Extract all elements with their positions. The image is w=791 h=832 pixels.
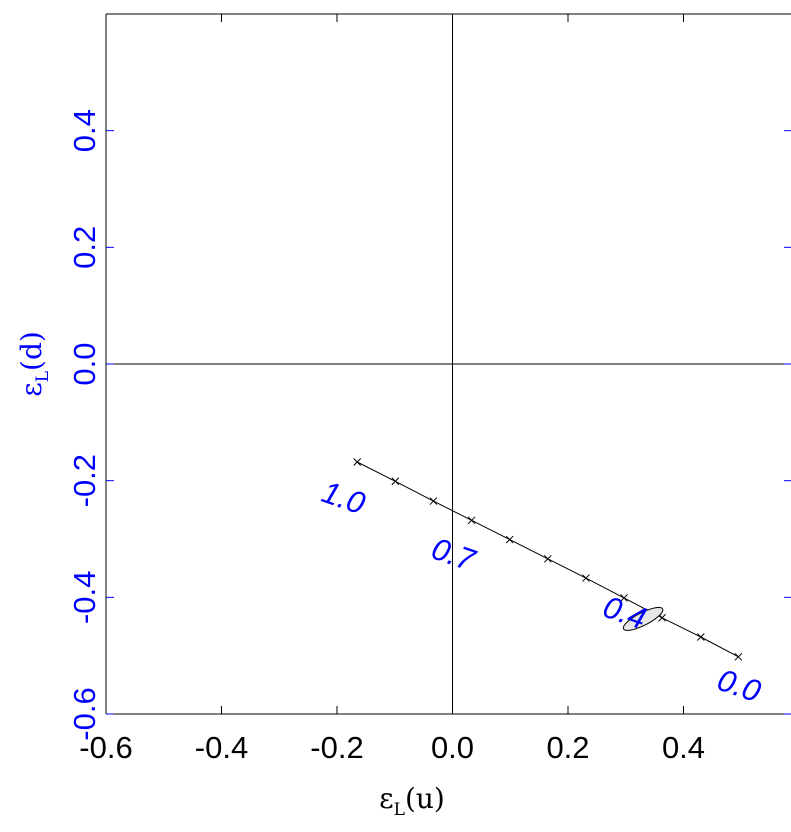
y-tick-label: 0.2 [67, 226, 102, 269]
x-tick-label: -0.6 [79, 730, 132, 765]
x-tick-label: -0.4 [195, 730, 248, 765]
data-point [543, 554, 552, 563]
y-axis-label-rest: (d) [15, 331, 48, 371]
data-point-stroke [696, 633, 705, 641]
data-point-stroke [505, 535, 514, 544]
data-point [734, 652, 743, 661]
y-tick-label: 0.0 [67, 342, 102, 385]
data-point [429, 497, 438, 505]
curve-annotation: 0.7 [427, 531, 481, 579]
x-tick-label: 0.2 [546, 730, 589, 765]
data-point [620, 594, 628, 602]
data-point [696, 633, 705, 641]
curve-annotation: 1.0 [317, 474, 369, 521]
y-tick-label: -0.6 [67, 687, 102, 740]
data-series [353, 458, 743, 661]
x-axis-label-main: ε [379, 782, 394, 815]
y-axis-label-sub: L [33, 371, 53, 382]
zero-lines [106, 14, 791, 714]
data-point-stroke [543, 554, 552, 563]
x-axis-label-rest: (u) [405, 782, 445, 815]
x-tick-label: 0.4 [662, 730, 705, 765]
y-tick-label: -0.4 [67, 571, 102, 624]
fit-ellipse [622, 606, 664, 631]
x-tick-label: -0.2 [310, 730, 363, 765]
y-tick-label: 0.4 [67, 109, 102, 152]
data-point-stroke [353, 458, 362, 466]
data-point-stroke [658, 613, 666, 622]
y-axis-ticks: -0.6 -0.4 -0.2 0.0 0.2 0.4 [67, 109, 791, 741]
x-axis-label: εL(u) [379, 782, 445, 820]
curve-annotation: 0.0 [713, 662, 765, 709]
annotations: 0.0 0.4 0.7 1.0 [317, 474, 765, 709]
data-point-stroke [391, 477, 400, 486]
data-point [467, 516, 476, 525]
y-axis-label: εL(d) [15, 331, 53, 397]
curve-annotation: 0.4 [599, 589, 651, 636]
confidence-ellipse [622, 606, 664, 631]
data-point-stroke [620, 594, 628, 602]
y-tick-label: -0.2 [67, 454, 102, 507]
data-point [353, 458, 362, 466]
x-axis-ticks: -0.6 -0.4 -0.2 0.0 0.2 0.4 [79, 14, 705, 765]
y-axis-label-main: ε [15, 382, 48, 397]
x-axis-label-sub: L [394, 800, 405, 820]
x-tick-label: 0.0 [431, 730, 474, 765]
data-point-stroke [734, 652, 743, 661]
data-point-stroke [467, 516, 476, 525]
data-point [582, 574, 590, 582]
data-point [391, 477, 400, 486]
data-point [505, 535, 514, 544]
data-point-stroke [429, 497, 438, 505]
data-point-stroke [582, 574, 590, 582]
